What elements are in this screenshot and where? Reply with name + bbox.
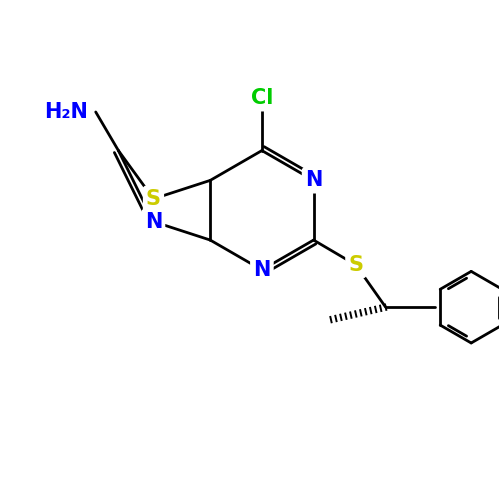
Text: Cl: Cl (250, 88, 273, 108)
Text: N: N (145, 212, 162, 232)
Text: H₂N: H₂N (44, 102, 88, 122)
Text: N: N (305, 170, 322, 190)
Text: N: N (253, 260, 270, 280)
Text: S: S (146, 189, 161, 209)
Text: S: S (348, 255, 364, 275)
